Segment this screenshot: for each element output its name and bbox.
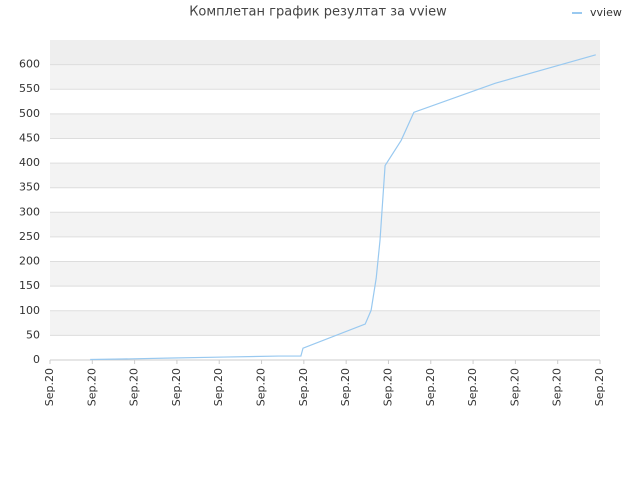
y-tick-label: 600: [19, 58, 40, 71]
plot-band: [50, 113, 600, 139]
y-tick-label: 250: [19, 230, 40, 243]
x-tick-label: Sep.20: [466, 368, 479, 406]
plot-band: [50, 187, 600, 213]
y-tick-label: 300: [19, 205, 40, 218]
y-tick-label: 150: [19, 279, 40, 292]
y-tick-label: 550: [19, 82, 40, 95]
y-tick-label: 100: [19, 304, 40, 317]
plot-band: [50, 64, 600, 90]
x-tick-label: Sep.20: [297, 368, 310, 406]
y-tick-label: 0: [33, 353, 40, 366]
y-tick-label: 350: [19, 181, 40, 194]
y-tick-label: 50: [26, 328, 40, 341]
x-tick-label: Sep.20: [593, 368, 606, 406]
x-tick-label: Sep.20: [212, 368, 225, 406]
y-tick-label: 500: [19, 107, 40, 120]
x-tick-label: Sep.20: [43, 368, 56, 406]
plot-band: [50, 236, 600, 262]
y-tick-label: 400: [19, 156, 40, 169]
x-tick-label: Sep.20: [424, 368, 437, 406]
x-tick-label: Sep.20: [508, 368, 521, 406]
x-tick-label: Sep.20: [339, 368, 352, 406]
data-line: [90, 54, 596, 361]
x-tick-label: Sep.20: [551, 368, 564, 406]
y-tick-label: 200: [19, 255, 40, 268]
chart-title: Комплетан график резултат за vview: [189, 5, 447, 20]
x-tick-label: Sep.20: [255, 368, 268, 406]
plot-band: [50, 138, 600, 164]
plot-band: [50, 163, 600, 188]
x-tick-label: Sep.20: [381, 368, 394, 406]
x-tick-label: Sep.20: [128, 368, 141, 406]
x-tick-label: Sep.20: [85, 368, 98, 406]
plot-band: [50, 40, 600, 65]
plot-band: [50, 212, 600, 237]
x-tick-label: Sep.20: [170, 368, 183, 406]
y-tick-label: 450: [19, 131, 40, 144]
plot-band: [50, 261, 600, 287]
legend-label: vview: [590, 6, 622, 19]
plot-band: [50, 286, 600, 311]
plot-band: [50, 310, 600, 336]
plot-band: [50, 89, 600, 114]
